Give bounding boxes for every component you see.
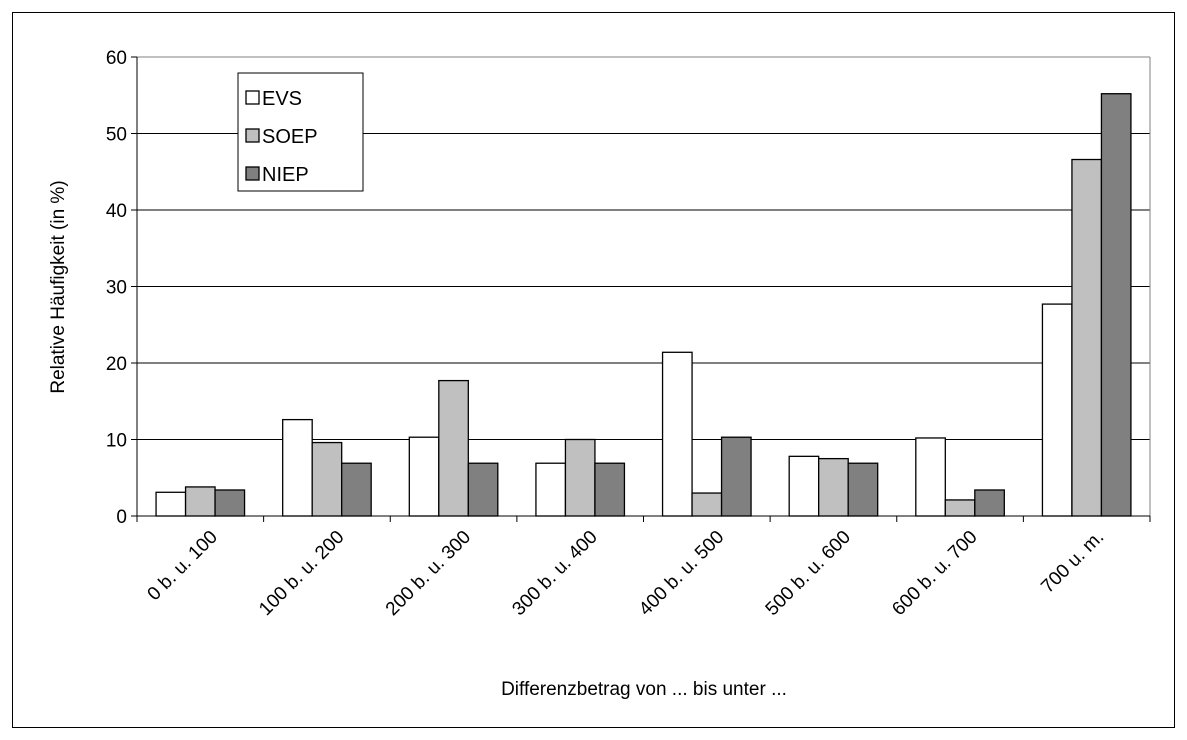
chart-frame bbox=[12, 12, 1175, 728]
y-tick-label: 60 bbox=[106, 48, 127, 69]
bar-evs-0 bbox=[155, 491, 187, 517]
bar-soep-7 bbox=[1071, 158, 1103, 517]
y-axis-label: Relative Häufigkeit (in %) bbox=[48, 180, 69, 393]
bar-niep-5 bbox=[847, 462, 879, 517]
bar-evs-7 bbox=[1041, 303, 1073, 517]
legend-swatch-soep bbox=[245, 128, 260, 143]
axes bbox=[131, 56, 1151, 522]
y-tick-label: 20 bbox=[106, 354, 127, 375]
y-tick-label: 0 bbox=[116, 507, 127, 528]
y-tick-label: 30 bbox=[106, 278, 127, 299]
y-tick-labels: 0 10 20 30 40 50 60 bbox=[106, 48, 127, 528]
bar-evs-6 bbox=[915, 437, 946, 517]
legend: EVS SOEP NIEP bbox=[237, 72, 364, 192]
bar-soep-5 bbox=[818, 457, 849, 517]
bar-evs-4 bbox=[661, 351, 693, 517]
x-axis-label: Differenzbetrag von ... bis unter ... bbox=[501, 679, 787, 700]
x-tick-label: 0 b. u. 100 bbox=[144, 527, 222, 605]
bar-niep-1 bbox=[341, 462, 372, 517]
legend-label-soep: SOEP bbox=[262, 126, 318, 148]
x-tick-label: 600 b. u. 700 bbox=[888, 527, 981, 620]
bar-soep-4 bbox=[691, 492, 723, 517]
bar-soep-3 bbox=[564, 438, 596, 517]
bar-niep-3 bbox=[594, 462, 626, 517]
legend-label-niep: NIEP bbox=[262, 164, 309, 186]
y-tick-label: 40 bbox=[106, 201, 127, 222]
x-tick-label: 300 b. u. 400 bbox=[508, 527, 601, 620]
x-tick-label: 500 b. u. 600 bbox=[762, 527, 855, 620]
x-tick-label: 700 u. m. bbox=[1037, 527, 1108, 598]
bar-niep-4 bbox=[720, 436, 752, 517]
x-tick-label: 200 b. u. 300 bbox=[382, 527, 475, 620]
bar-soep-0 bbox=[184, 486, 216, 517]
bar-soep-1 bbox=[311, 441, 343, 517]
bar-evs-2 bbox=[408, 436, 440, 517]
bar-soep-6 bbox=[944, 499, 976, 517]
bar-evs-5 bbox=[788, 455, 820, 517]
bar-niep-7 bbox=[1100, 93, 1132, 517]
legend-swatch-evs bbox=[245, 90, 260, 105]
bar-niep-6 bbox=[974, 489, 1005, 517]
y-tick-label: 50 bbox=[106, 125, 127, 146]
y-tick-label: 10 bbox=[106, 431, 127, 452]
bar-evs-1 bbox=[282, 418, 313, 517]
bar-niep-0 bbox=[214, 489, 246, 517]
legend-swatch-niep bbox=[245, 166, 260, 181]
x-tick-label: 100 b. u. 200 bbox=[255, 527, 348, 620]
bar-soep-2 bbox=[438, 379, 469, 517]
legend-label-evs: EVS bbox=[262, 88, 302, 110]
x-tick-labels: 0 b. u. 100 100 b. u. 200 200 b. u. 300 300… bbox=[144, 527, 1109, 620]
bar-niep-2 bbox=[467, 462, 499, 517]
bars bbox=[155, 93, 1132, 517]
bar-evs-3 bbox=[535, 462, 567, 517]
x-tick-label: 400 b. u. 500 bbox=[635, 527, 728, 620]
